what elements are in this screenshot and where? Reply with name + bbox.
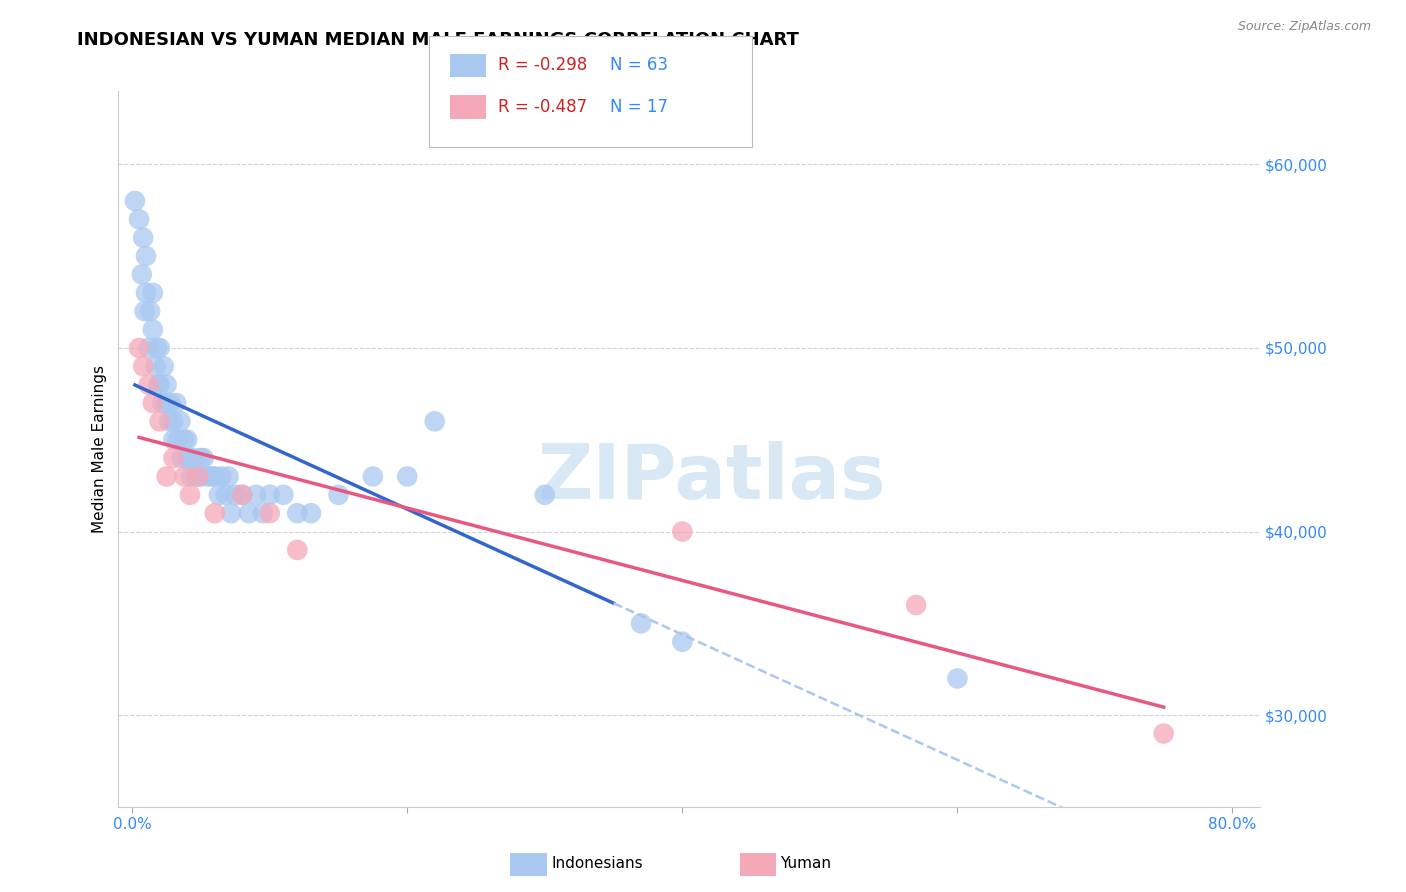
Point bbox=[173, 469, 195, 483]
Point bbox=[215, 488, 238, 502]
Point bbox=[169, 414, 191, 428]
Point bbox=[170, 451, 193, 466]
Point bbox=[142, 285, 165, 300]
Point bbox=[166, 433, 188, 447]
Text: R = -0.298: R = -0.298 bbox=[498, 56, 586, 74]
Point bbox=[152, 396, 174, 410]
Point bbox=[162, 414, 184, 428]
Point bbox=[396, 469, 419, 483]
Text: N = 17: N = 17 bbox=[610, 98, 668, 116]
Point bbox=[139, 304, 162, 318]
Text: R = -0.487: R = -0.487 bbox=[498, 98, 586, 116]
Y-axis label: Median Male Earnings: Median Male Earnings bbox=[93, 365, 107, 533]
Point bbox=[252, 506, 274, 520]
Point bbox=[190, 451, 212, 466]
Point bbox=[533, 488, 555, 502]
Point bbox=[138, 341, 160, 355]
Point bbox=[135, 285, 157, 300]
Point bbox=[155, 469, 177, 483]
Point bbox=[128, 212, 150, 227]
Point bbox=[165, 396, 187, 410]
Point bbox=[157, 414, 180, 428]
Point bbox=[176, 433, 198, 447]
Point bbox=[186, 469, 208, 483]
Point bbox=[149, 341, 172, 355]
Point bbox=[180, 469, 202, 483]
Text: ZIPatlas: ZIPatlas bbox=[537, 441, 886, 515]
Point bbox=[946, 672, 969, 686]
Point bbox=[153, 359, 176, 374]
Point bbox=[176, 451, 198, 466]
Point bbox=[134, 304, 156, 318]
Point bbox=[145, 359, 167, 374]
Point bbox=[135, 249, 157, 263]
Point bbox=[162, 433, 184, 447]
Point bbox=[423, 414, 446, 428]
Point bbox=[197, 469, 219, 483]
Text: N = 63: N = 63 bbox=[610, 56, 668, 74]
Point bbox=[630, 616, 652, 631]
Point bbox=[259, 506, 281, 520]
Point bbox=[211, 469, 233, 483]
Point bbox=[285, 542, 308, 557]
Point bbox=[124, 194, 146, 208]
Point bbox=[361, 469, 384, 483]
Point bbox=[173, 433, 195, 447]
Point bbox=[159, 396, 181, 410]
Point bbox=[187, 469, 209, 483]
Point bbox=[128, 341, 150, 355]
Point bbox=[179, 451, 201, 466]
Point bbox=[138, 377, 160, 392]
Point bbox=[183, 451, 205, 466]
Text: INDONESIAN VS YUMAN MEDIAN MALE EARNINGS CORRELATION CHART: INDONESIAN VS YUMAN MEDIAN MALE EARNINGS… bbox=[77, 31, 799, 49]
Point bbox=[231, 488, 253, 502]
Point bbox=[155, 377, 177, 392]
Point bbox=[219, 506, 242, 520]
Point bbox=[146, 341, 169, 355]
Point bbox=[273, 488, 295, 502]
Point bbox=[238, 506, 260, 520]
Point bbox=[131, 268, 153, 282]
Point bbox=[1153, 726, 1175, 740]
Point bbox=[132, 231, 155, 245]
Point bbox=[190, 469, 212, 483]
Point bbox=[671, 634, 693, 648]
Point bbox=[217, 469, 239, 483]
Point bbox=[905, 598, 928, 612]
Point bbox=[142, 396, 165, 410]
Point bbox=[245, 488, 267, 502]
Point bbox=[149, 414, 172, 428]
Point bbox=[671, 524, 693, 539]
Point bbox=[259, 488, 281, 502]
Point bbox=[285, 506, 308, 520]
Point bbox=[201, 469, 224, 483]
Point bbox=[148, 377, 170, 392]
Point bbox=[224, 488, 246, 502]
Point bbox=[155, 396, 177, 410]
Text: Source: ZipAtlas.com: Source: ZipAtlas.com bbox=[1237, 20, 1371, 33]
Point bbox=[132, 359, 155, 374]
Text: Yuman: Yuman bbox=[780, 856, 831, 871]
Point bbox=[204, 469, 226, 483]
Point bbox=[299, 506, 322, 520]
Point bbox=[231, 488, 253, 502]
Point bbox=[162, 451, 184, 466]
Point bbox=[208, 488, 231, 502]
Point bbox=[142, 322, 165, 336]
Point bbox=[149, 377, 172, 392]
Point bbox=[193, 451, 215, 466]
Point bbox=[179, 488, 201, 502]
Point bbox=[328, 488, 350, 502]
Point bbox=[204, 506, 226, 520]
Text: Indonesians: Indonesians bbox=[551, 856, 643, 871]
